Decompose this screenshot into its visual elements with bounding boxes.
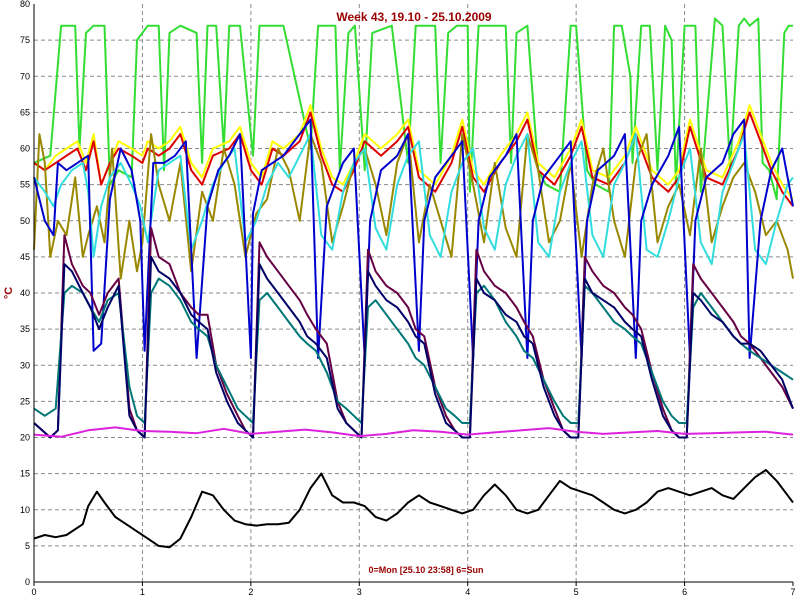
y-tick-label: 25 <box>20 396 30 406</box>
y-tick-label: 50 <box>20 216 30 226</box>
series-line-6 <box>33 227 794 439</box>
x-tick-label: 4 <box>465 587 470 597</box>
y-tick-label: 65 <box>20 107 30 117</box>
y-tick-label: 75 <box>20 35 30 45</box>
y-tick-label: 80 <box>20 0 30 9</box>
y-tick-label: 20 <box>20 433 30 443</box>
series-line-0 <box>33 17 793 201</box>
series-line-2 <box>33 111 794 207</box>
series-line-3 <box>33 133 794 280</box>
series-line-5 <box>33 118 794 359</box>
x-tick-label: 0 <box>31 587 36 597</box>
y-tick-label: 55 <box>20 180 30 190</box>
y-tick-label: 40 <box>20 288 30 298</box>
y-tick-label: 35 <box>20 324 30 334</box>
y-tick-label: 60 <box>20 144 30 154</box>
x-tick-label: 3 <box>357 587 362 597</box>
series-line-9 <box>33 426 794 438</box>
series-line-10 <box>33 469 794 549</box>
series-line-7 <box>33 277 794 424</box>
y-tick-label: 5 <box>25 541 30 551</box>
axes <box>33 4 794 586</box>
y-tick-label: 0 <box>25 577 30 587</box>
chart-title: Week 43, 19.10 - 25.10.2009 <box>336 10 492 24</box>
x-tick-label: 5 <box>574 587 579 597</box>
x-tick-label: 6 <box>682 587 687 597</box>
y-tick-label: 45 <box>20 252 30 262</box>
series-line-4 <box>33 133 794 266</box>
series-line-8 <box>33 255 794 439</box>
y-tick-label: 30 <box>20 360 30 370</box>
y-tick-label: 10 <box>20 505 30 515</box>
x-tick-label: 1 <box>140 587 145 597</box>
x-axis-label: 0=Mon [25.10 23:58] 6=Sun <box>368 565 483 575</box>
x-tick-labels: 0 1 2 3 4 5 6 7 <box>31 587 795 597</box>
y-tick-label: 70 <box>20 71 30 81</box>
y-tick-labels: 0 5 10 15 20 25 30 35 40 45 50 55 60 65 70 75 80 <box>20 0 30 587</box>
series-line-1 <box>33 104 794 200</box>
x-tick-label: 7 <box>790 587 795 597</box>
y-tick-label: 15 <box>20 469 30 479</box>
x-tick-label: 2 <box>248 587 253 597</box>
series-lines <box>33 17 794 549</box>
y-axis-label: °C <box>3 287 15 299</box>
